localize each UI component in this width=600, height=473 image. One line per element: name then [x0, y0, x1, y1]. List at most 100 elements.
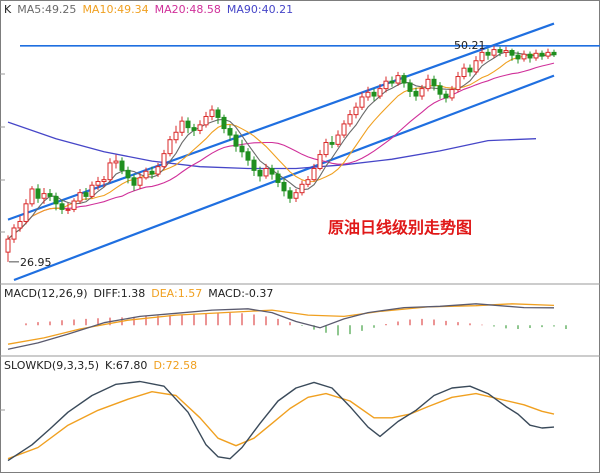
candle-body [125, 169, 131, 179]
candle-body [353, 106, 359, 116]
candlestick [299, 180, 305, 196]
candlestick [65, 202, 71, 215]
candlestick [407, 79, 413, 97]
candlestick [323, 138, 329, 158]
candlestick [221, 114, 227, 134]
candle-body [443, 93, 449, 99]
candle-body [95, 181, 101, 186]
candlestick [185, 117, 191, 134]
candlestick [347, 109, 353, 127]
candle-body [341, 123, 347, 136]
candle-body [191, 127, 197, 131]
candle-body [365, 91, 371, 98]
high-price-label: 50.21 [454, 39, 486, 52]
candlestick [161, 149, 167, 170]
candle-body [527, 53, 533, 59]
candle-body [227, 128, 233, 136]
candle-body [491, 49, 497, 56]
candle-body [413, 90, 419, 97]
candlestick [311, 163, 317, 182]
candle-body [401, 75, 407, 84]
candle-body [269, 168, 275, 175]
candle-body [29, 188, 35, 205]
candlestick [389, 76, 395, 87]
candlestick [329, 135, 335, 149]
candlestick [251, 156, 257, 176]
candle-body [5, 238, 11, 253]
candle-body [347, 114, 353, 125]
candlestick [449, 85, 455, 101]
candlestick [527, 51, 533, 63]
candle-body [311, 168, 317, 181]
candlestick [131, 174, 137, 191]
candlestick [269, 164, 275, 180]
candle-body [77, 192, 83, 202]
legend-entry: K:67.80 [105, 359, 147, 372]
candle-body [419, 88, 425, 97]
candle-body [515, 54, 521, 60]
candle-body [497, 49, 503, 53]
candlestick [179, 116, 185, 136]
candlestick [245, 148, 251, 166]
candle-body [473, 60, 479, 73]
candle-body [233, 134, 239, 147]
candlestick [341, 120, 347, 138]
candlestick [71, 198, 77, 213]
macd-legend: MACD(12,26,9) DIFF:1.38 DEA:1.57 MACD:-0.37 [4, 287, 273, 300]
candle-body [71, 200, 77, 210]
candlestick [191, 123, 197, 136]
legend-entry: MACD:-0.37 [208, 287, 273, 300]
candle-body [155, 166, 161, 175]
candle-body [197, 124, 203, 131]
candlestick [215, 107, 221, 124]
legend-entry: SLOWKD(9,3,3,5) [4, 359, 99, 372]
candlestick [281, 178, 287, 197]
candle-body [329, 141, 335, 145]
candlestick [335, 130, 341, 148]
candle-body [449, 89, 455, 99]
candlestick [287, 187, 293, 203]
candle-body [131, 177, 137, 186]
candlestick [419, 84, 425, 100]
candle-body [149, 170, 155, 175]
candlestick [521, 50, 527, 62]
candlestick [119, 157, 125, 175]
candle-body [47, 193, 53, 197]
candle-body [53, 195, 59, 205]
candle-body [209, 109, 215, 117]
k-line [7, 380, 555, 462]
candlestick [89, 181, 95, 199]
candlestick [173, 125, 179, 144]
candlestick [233, 131, 239, 152]
candlestick [149, 166, 155, 179]
candlestick [257, 166, 263, 182]
candle-body [263, 168, 269, 177]
candlestick [443, 90, 449, 103]
candle-body [167, 139, 173, 155]
candle-body [239, 145, 245, 153]
candle-body [299, 183, 305, 194]
candlestick [473, 56, 479, 75]
candle-body [35, 188, 41, 199]
candle-body [11, 227, 17, 240]
candle-body [41, 193, 47, 199]
candlestick [59, 200, 65, 215]
candle-body [161, 153, 167, 168]
candlestick [77, 188, 83, 204]
candlestick [293, 188, 299, 202]
candlestick [437, 82, 443, 99]
candlestick [305, 175, 311, 188]
candle-body [179, 120, 185, 133]
candlestick [275, 170, 281, 188]
candle-body [425, 78, 431, 90]
price-axis-ticks [0, 73, 5, 411]
candle-body [479, 51, 485, 62]
candlestick [431, 75, 437, 91]
channel-upper-line [7, 22, 555, 221]
candlestick [455, 71, 461, 93]
candlestick [467, 64, 473, 77]
candlestick [545, 48, 551, 59]
candlestick [203, 111, 209, 128]
candlestick [23, 199, 29, 225]
